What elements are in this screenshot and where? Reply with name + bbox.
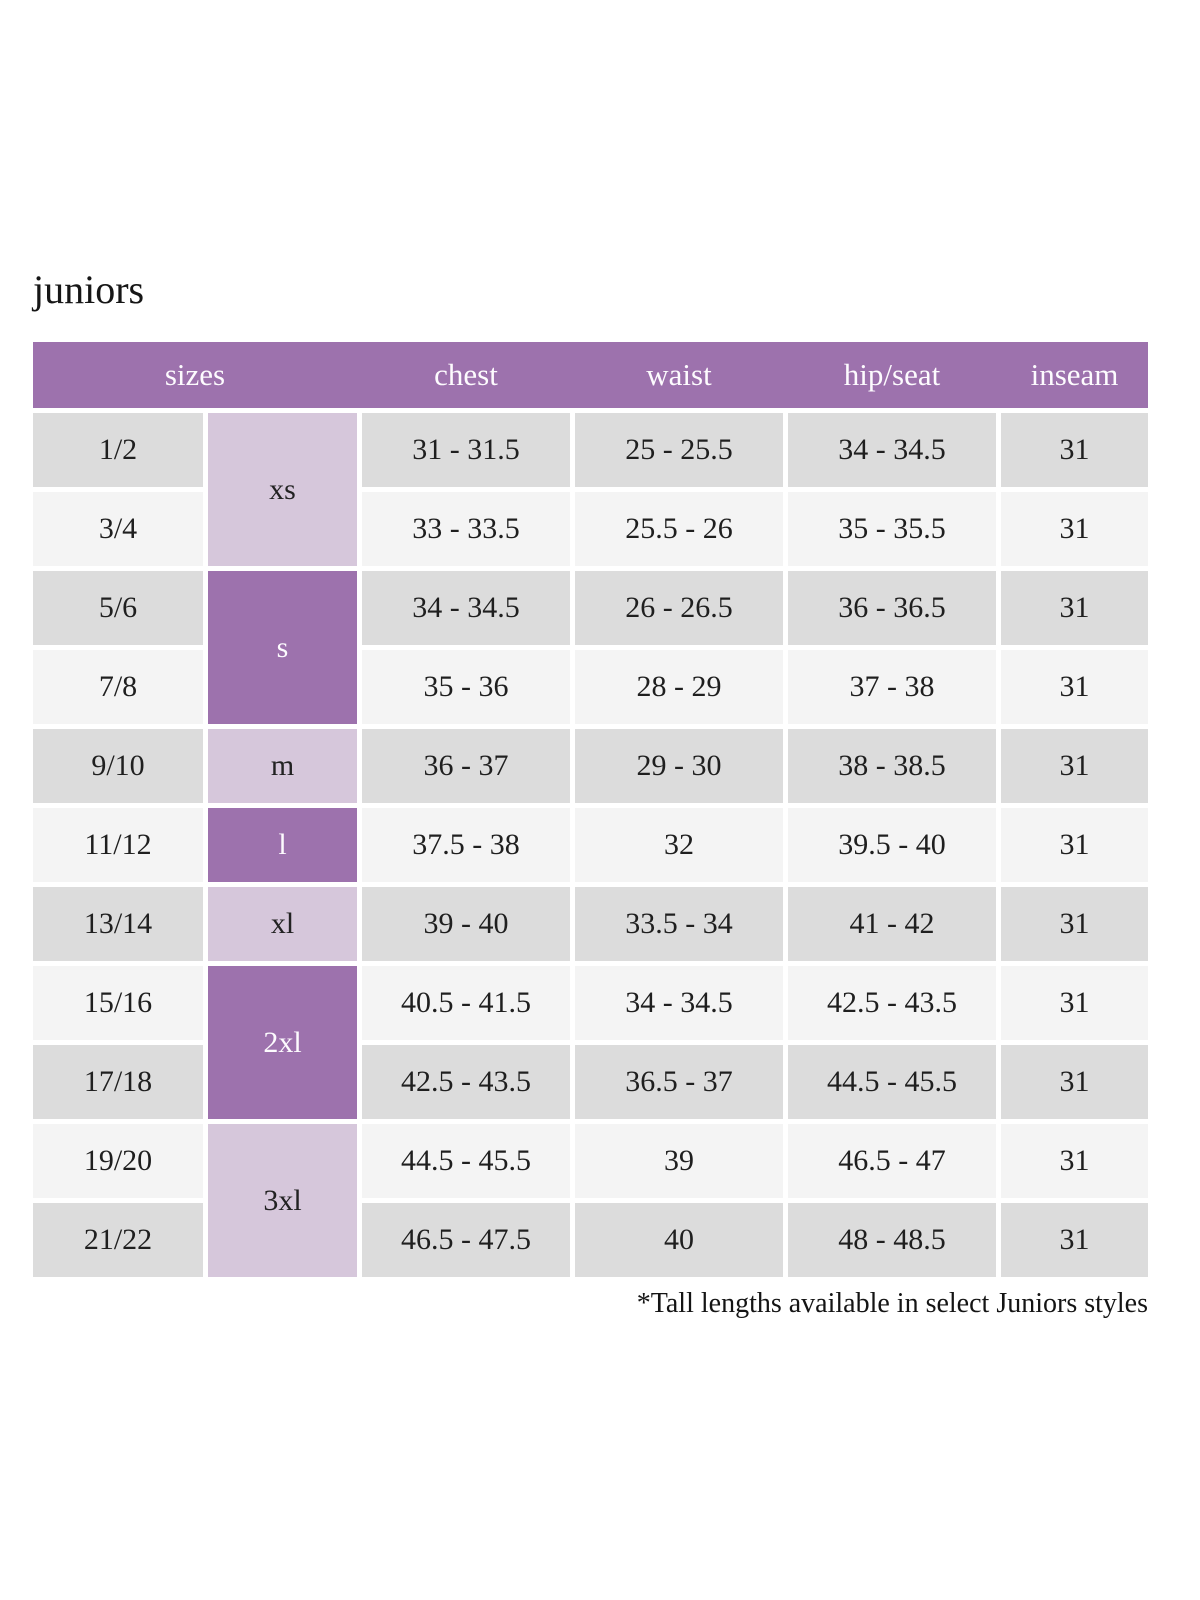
inseam-cell: 31 (1001, 571, 1148, 645)
size-cell: 7/8 (33, 650, 203, 724)
size-cell: 5/6 (33, 571, 203, 645)
chest-cell: 46.5 - 47.5 (362, 1203, 570, 1277)
size-group-xs: xs (208, 413, 357, 566)
size-cell: 11/12 (33, 808, 203, 882)
hip-seat-cell: 41 - 42 (788, 887, 996, 961)
inseam-cell: 31 (1001, 413, 1148, 487)
header-inseam: inseam (1030, 357, 1119, 392)
inseam-cell: 31 (1001, 808, 1148, 882)
waist-cell: 40 (575, 1203, 783, 1277)
waist-cell: 28 - 29 (575, 650, 783, 724)
waist-cell: 32 (575, 808, 783, 882)
inseam-cell: 31 (1001, 887, 1148, 961)
chest-cell: 44.5 - 45.5 (362, 1124, 570, 1198)
table-header-row: sizes chest waist hip/seat inseam (33, 342, 1148, 408)
chest-cell: 40.5 - 41.5 (362, 966, 570, 1040)
chest-cell: 42.5 - 43.5 (362, 1045, 570, 1119)
size-cell: 15/16 (33, 966, 203, 1040)
waist-cell: 26 - 26.5 (575, 571, 783, 645)
size-cell: 13/14 (33, 887, 203, 961)
size-cell: 21/22 (33, 1203, 203, 1277)
waist-cell: 29 - 30 (575, 729, 783, 803)
inseam-cell: 31 (1001, 1124, 1148, 1198)
header-sizes: sizes (164, 357, 226, 392)
hip-seat-cell: 46.5 - 47 (788, 1124, 996, 1198)
hip-seat-cell: 35 - 35.5 (788, 492, 996, 566)
hip-seat-cell: 38 - 38.5 (788, 729, 996, 803)
inseam-cell: 31 (1001, 729, 1148, 803)
inseam-cell: 31 (1001, 492, 1148, 566)
chest-cell: 39 - 40 (362, 887, 570, 961)
footnote: *Tall lengths available in select Junior… (636, 1288, 1148, 1319)
hip-seat-cell: 42.5 - 43.5 (788, 966, 996, 1040)
size-group-l: l (208, 808, 357, 882)
header-chest: chest (434, 357, 498, 392)
size-group-m: m (208, 729, 357, 803)
size-group-2xl: 2xl (208, 966, 357, 1119)
chest-cell: 35 - 36 (362, 650, 570, 724)
hip-seat-cell: 44.5 - 45.5 (788, 1045, 996, 1119)
hip-seat-cell: 48 - 48.5 (788, 1203, 996, 1277)
waist-cell: 33.5 - 34 (575, 887, 783, 961)
size-group-xl: xl (208, 887, 357, 961)
hip-seat-cell: 34 - 34.5 (788, 413, 996, 487)
size-cell: 1/2 (33, 413, 203, 487)
hip-seat-cell: 39.5 - 40 (788, 808, 996, 882)
size-cell: 9/10 (33, 729, 203, 803)
inseam-cell: 31 (1001, 1045, 1148, 1119)
chest-cell: 34 - 34.5 (362, 571, 570, 645)
size-cell: 17/18 (33, 1045, 203, 1119)
size-group-3xl: 3xl (208, 1124, 357, 1277)
inseam-cell: 31 (1001, 1203, 1148, 1277)
juniors-size-chart: sizes chest waist hip/seat inseam xs s m… (33, 342, 1148, 1277)
size-cell: 3/4 (33, 492, 203, 566)
waist-cell: 25 - 25.5 (575, 413, 783, 487)
chest-cell: 37.5 - 38 (362, 808, 570, 882)
page-title: juniors (33, 267, 145, 312)
header-hip-seat: hip/seat (843, 357, 941, 392)
inseam-cell: 31 (1001, 966, 1148, 1040)
header-waist: waist (646, 357, 712, 392)
hip-seat-cell: 36 - 36.5 (788, 571, 996, 645)
chest-cell: 31 - 31.5 (362, 413, 570, 487)
hip-seat-cell: 37 - 38 (788, 650, 996, 724)
size-cell: 19/20 (33, 1124, 203, 1198)
waist-cell: 36.5 - 37 (575, 1045, 783, 1119)
chest-cell: 33 - 33.5 (362, 492, 570, 566)
chest-cell: 36 - 37 (362, 729, 570, 803)
waist-cell: 39 (575, 1124, 783, 1198)
size-group-s: s (208, 571, 357, 724)
waist-cell: 25.5 - 26 (575, 492, 783, 566)
waist-cell: 34 - 34.5 (575, 966, 783, 1040)
inseam-cell: 31 (1001, 650, 1148, 724)
